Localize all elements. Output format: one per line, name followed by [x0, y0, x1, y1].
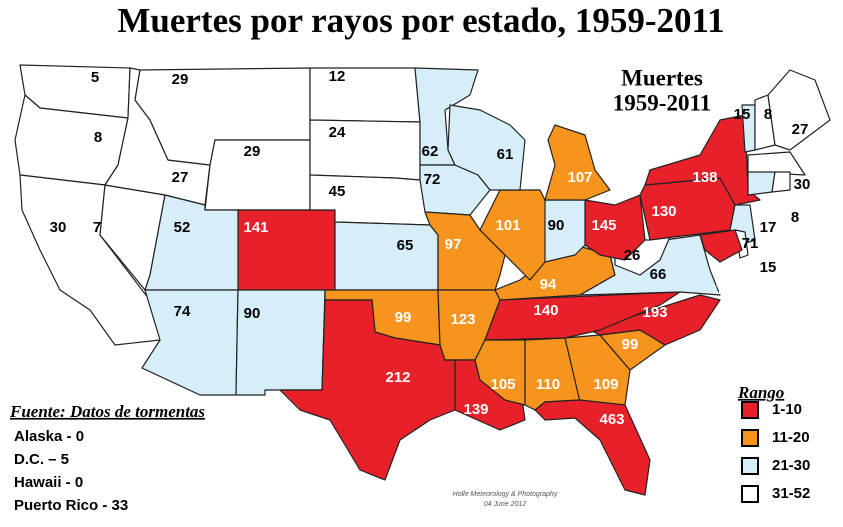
- state-value: 27: [172, 169, 189, 186]
- state-value: 72: [424, 171, 441, 188]
- state-value: 7: [93, 219, 101, 236]
- state-value: 15: [734, 106, 751, 123]
- state-value: 193: [642, 304, 667, 321]
- state: [534, 399, 651, 496]
- state-value: 29: [244, 143, 261, 160]
- state-value: 139: [463, 401, 488, 418]
- legend-swatch: [741, 401, 759, 419]
- state-value: 52: [174, 219, 191, 236]
- state-value: 138: [692, 169, 717, 186]
- state-value: 5: [91, 69, 99, 86]
- state-value: 27: [792, 121, 809, 138]
- state-value: 66: [650, 266, 667, 283]
- state-value: 90: [548, 217, 565, 234]
- state-value: 30: [50, 219, 67, 236]
- legend-label: 11-20: [772, 429, 810, 446]
- legend-label: 1-10: [772, 401, 802, 418]
- note: D.C. – 5: [14, 451, 69, 468]
- state: [747, 171, 776, 196]
- map-label: Muertes: [621, 65, 703, 90]
- state-value: 110: [536, 376, 560, 393]
- state-value: 17: [760, 219, 777, 236]
- note: Alaska - 0: [14, 428, 84, 445]
- state: [447, 104, 526, 191]
- state: [589, 294, 721, 346]
- state-value: 8: [764, 106, 772, 123]
- state: [699, 229, 743, 263]
- legend-swatch: [741, 429, 759, 447]
- state-value: 24: [329, 124, 346, 141]
- state-value: 74: [174, 303, 191, 320]
- state: [544, 124, 611, 201]
- state-value: 90: [244, 305, 261, 322]
- state-value: 99: [395, 309, 412, 326]
- source-title: Fuente: Datos de tormentas: [9, 402, 205, 421]
- legend-label: 31-52: [772, 485, 810, 502]
- state-value: 29: [172, 71, 189, 88]
- state: [584, 194, 646, 261]
- state-value: 109: [593, 376, 618, 393]
- state: [279, 299, 456, 481]
- state-value: 8: [94, 129, 102, 146]
- state-value: 61: [497, 146, 514, 163]
- state: [564, 334, 631, 406]
- state: [747, 151, 806, 176]
- state-value: 140: [533, 302, 558, 319]
- state-value: 126: [715, 281, 740, 298]
- state-value: 62: [422, 143, 439, 160]
- state-value: 94: [540, 276, 557, 293]
- state: [644, 114, 761, 206]
- state-value: 463: [599, 411, 624, 428]
- state-value: 141: [243, 219, 268, 236]
- state: [771, 171, 791, 193]
- state-value: 26: [624, 247, 641, 264]
- state-value: 107: [567, 169, 592, 186]
- legend-label: 21-30: [772, 457, 810, 474]
- credit: 04 June 2012: [484, 501, 527, 508]
- state: [767, 69, 831, 151]
- states: 5 8 30 7 27 29 29 52 141 74 90 12 24 45 65 99 212 62 72 97 1…: [14, 64, 831, 496]
- state-value: 123: [450, 311, 475, 328]
- map-label: 1959-2011: [613, 90, 711, 115]
- state: [479, 189, 546, 281]
- state: [424, 211, 506, 291]
- state-value: 101: [495, 217, 520, 234]
- state-value: 15: [760, 259, 777, 276]
- state: [309, 67, 421, 123]
- legend-swatch: [741, 457, 759, 475]
- note: Hawaii - 0: [14, 474, 83, 491]
- state-value: 145: [591, 217, 616, 234]
- state-value: 130: [651, 203, 676, 220]
- legend-swatch: [741, 485, 759, 503]
- state-value: 71: [742, 235, 759, 252]
- state-value: 65: [397, 237, 414, 254]
- state-value: 212: [385, 369, 410, 386]
- state-value: 97: [445, 236, 462, 253]
- title: Muertes por rayos por estado, 1959-2011: [117, 1, 724, 40]
- credit: Holle Meteorology & Photography: [453, 491, 558, 498]
- legend: 1-10 11-20 21-30 31-52: [741, 401, 810, 503]
- notes: Alaska - 0 D.C. – 5 Hawaii - 0 Puerto Rico …: [14, 428, 128, 514]
- note: Puerto Rico - 33: [14, 497, 128, 514]
- state-value: 8: [791, 209, 799, 226]
- state: [334, 221, 439, 291]
- state-value: 99: [622, 336, 639, 353]
- state-value: 45: [329, 183, 346, 200]
- state-value: 30: [794, 176, 811, 193]
- state: [309, 119, 421, 181]
- state-value: 12: [329, 68, 346, 85]
- state-value: 105: [490, 376, 515, 393]
- legend-title: Rango: [737, 383, 784, 402]
